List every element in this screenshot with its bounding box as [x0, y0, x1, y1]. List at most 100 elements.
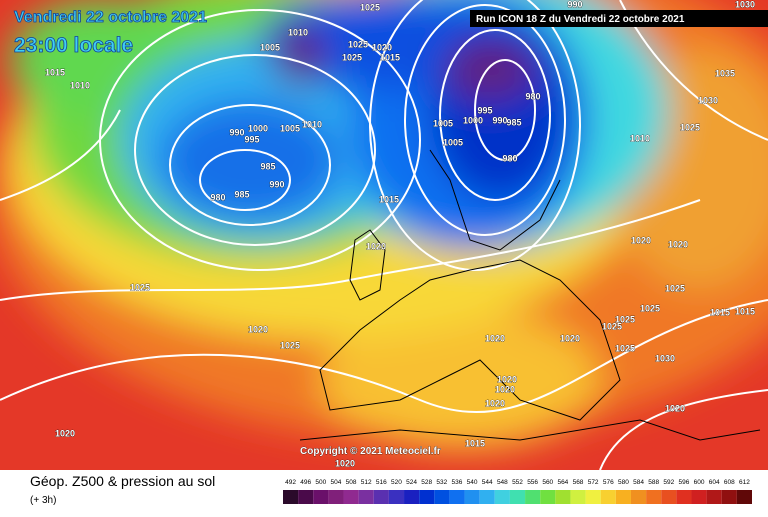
scale-swatch: [298, 490, 314, 504]
scale-label: 512: [361, 479, 372, 486]
scale-label: 536: [452, 479, 463, 486]
scale-swatch: [373, 490, 389, 504]
scale-swatch: [358, 490, 374, 504]
isobar-label: 980: [502, 153, 517, 163]
isobar-label: 1020: [335, 458, 355, 468]
scale-label: 580: [618, 479, 629, 486]
isobar-label: 1010: [70, 80, 90, 90]
scale-swatch: [555, 490, 571, 504]
isobar-label: 1025: [360, 2, 380, 12]
isobar-label: 1025: [640, 303, 660, 313]
isobar-label: 1020: [495, 384, 515, 394]
scale-label: 532: [436, 479, 447, 486]
scale-label: 568: [573, 479, 584, 486]
scale-swatch: [585, 490, 601, 504]
scale-swatch: [419, 490, 435, 504]
run-box: [470, 10, 768, 27]
isobar-label: 1005: [433, 118, 453, 128]
scale-label: 596: [678, 479, 689, 486]
scale-label: 520: [391, 479, 402, 486]
scale-label: 576: [603, 479, 614, 486]
isobar-label: 1015: [380, 52, 400, 62]
isobar-label: 985: [234, 189, 249, 199]
time-label: 23:00 locale: [14, 34, 133, 57]
scale-swatch: [388, 490, 405, 504]
scale-swatch: [661, 490, 677, 504]
scale-label: 608: [724, 479, 735, 486]
scale-swatch: [721, 490, 737, 504]
scale-label: 544: [482, 479, 493, 486]
isobar-label: 1020: [631, 235, 651, 245]
coastlines: [299, 149, 761, 441]
scale-label: 496: [300, 479, 311, 486]
scale-label: 588: [648, 479, 659, 486]
scale-swatch: [464, 490, 480, 504]
scale-label: 508: [346, 479, 357, 486]
isobar-label: 1020: [485, 398, 505, 408]
scale-label: 592: [663, 479, 674, 486]
isobar-label: 1005: [260, 42, 280, 52]
scale-swatch: [509, 490, 526, 504]
isobar-label: 995: [477, 105, 492, 115]
run-label: Run ICON 18 Z du Vendredi 22 octobre 202…: [476, 14, 685, 25]
isobar-label: 990: [492, 115, 507, 125]
isobar-label: 1015: [735, 306, 755, 316]
scale-label: 604: [709, 479, 720, 486]
copyright: Copyright © 2021 Meteociel.fr: [300, 446, 441, 457]
isobar-label: 980: [210, 192, 225, 202]
isobar-label: 1020: [55, 428, 75, 438]
isobar-label: 1025: [615, 343, 635, 353]
isobar-label: 985: [260, 161, 275, 171]
isobar-label: 990: [567, 0, 582, 9]
scale-swatch: [615, 490, 631, 504]
isobar-label: 1020: [248, 324, 268, 334]
scale-swatch: [676, 490, 692, 504]
isobar-label: 1010: [288, 27, 308, 37]
isobar-label: 1025: [130, 282, 150, 292]
isobar-label: 1025: [602, 321, 622, 331]
scale-swatch: [434, 490, 450, 504]
scale-label: 492: [285, 479, 296, 486]
isobar-label: 1025: [280, 340, 300, 350]
isobar-label: 1025: [348, 39, 368, 49]
scale-swatch: [540, 490, 556, 504]
isobar-label: 1020: [665, 403, 685, 413]
scale-label: 572: [588, 479, 599, 486]
scale-swatch: [630, 490, 647, 504]
scale-swatch: [404, 490, 420, 504]
isobar-label: 1005: [280, 123, 300, 133]
scale-swatch: [328, 490, 344, 504]
isobar-label: 1020: [668, 239, 688, 249]
isobar-label: 1015: [710, 307, 730, 317]
scale-swatch: [479, 490, 495, 504]
isobar-label: 1030: [698, 95, 718, 105]
isobar-label: 1010: [630, 133, 650, 143]
isobar-label: 1020: [366, 241, 386, 251]
scale-label: 500: [315, 479, 326, 486]
isobar-label: 985: [506, 117, 521, 127]
scale-label: 548: [497, 479, 508, 486]
scale-label: 516: [376, 479, 387, 486]
scale-label: 564: [557, 479, 568, 486]
isobar-label: 1025: [665, 283, 685, 293]
scale-swatch: [343, 490, 359, 504]
isobar-label: 1035: [715, 68, 735, 78]
scale-label: 612: [739, 479, 750, 486]
scale-swatch: [736, 490, 752, 504]
isobar-label: 1010: [302, 119, 322, 129]
isobar-label: 1020: [372, 42, 392, 52]
scale-label: 556: [527, 479, 538, 486]
scale-swatch: [494, 490, 510, 504]
legend-title: Géop. Z500 & pression au sol: [30, 473, 215, 489]
isobar-label: 1000: [463, 115, 483, 125]
scale-swatch: [706, 490, 722, 504]
isobar-label: 1000: [248, 123, 268, 133]
date-label: Vendredi 22 octobre 2021: [14, 9, 207, 26]
scale-label: 524: [406, 479, 417, 486]
scale-swatch: [313, 490, 329, 504]
isobar-label: 990: [229, 127, 244, 137]
scale-label: 552: [512, 479, 523, 486]
scale-swatch: [283, 490, 299, 504]
isobar-label: 1025: [680, 122, 700, 132]
